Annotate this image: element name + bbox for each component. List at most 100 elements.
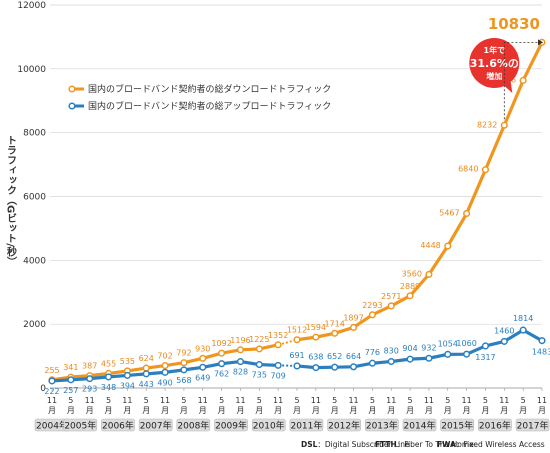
data-point (349, 323, 358, 332)
y-tick-label: 12000 (17, 1, 46, 11)
year-label: 2015年 (441, 420, 473, 432)
growth-annotation: 1年で 31.6%の増加 (469, 38, 543, 120)
data-point (255, 360, 263, 369)
data-label: 930 (195, 344, 210, 353)
year-box (515, 418, 550, 432)
x-month-unit: 月 (218, 406, 226, 415)
data-label: 932 (421, 343, 436, 352)
year-box (365, 418, 399, 432)
data-label: 348 (101, 383, 116, 392)
x-month-unit: 月 (500, 406, 508, 415)
x-month-label: 5 (332, 396, 337, 405)
data-label: 535 (120, 357, 135, 366)
data-point (481, 166, 490, 174)
footnote-text: ：Fixed Wireless Access (456, 440, 545, 449)
data-label: 691 (289, 351, 304, 360)
data-label: 341 (63, 363, 78, 372)
x-month-unit: 月 (123, 406, 131, 415)
data-point (161, 368, 169, 376)
data-label: 1512 (287, 326, 307, 335)
y-tick-label: 6000 (23, 193, 46, 203)
year-label: 2010年 (253, 420, 285, 432)
x-month-unit: 月 (142, 406, 150, 415)
x-month-unit: 月 (350, 406, 358, 415)
x-month-label: 11 (85, 396, 95, 405)
data-label: 1196 (230, 336, 250, 345)
year-box (402, 418, 437, 432)
data-label: 222 (44, 387, 59, 396)
x-month-label: 11 (424, 396, 434, 405)
annotation-bracket (503, 41, 538, 120)
data-label: 649 (195, 373, 210, 382)
data-label: 255 (44, 366, 59, 375)
data-point (293, 336, 301, 344)
data-label: 1714 (325, 319, 345, 328)
data-label: 762 (214, 370, 229, 379)
data-point (274, 341, 282, 349)
data-label: 1460 (494, 326, 514, 335)
x-month-unit: 月 (387, 406, 395, 415)
data-point (387, 302, 395, 310)
x-month-unit: 月 (67, 406, 75, 415)
footnote-item: DSL：Digital Subscriber Line (301, 440, 410, 449)
x-month-unit: 月 (86, 406, 94, 415)
legend-label: 国内のブロードバンド契約者の総ダウンロードトラフィック (88, 83, 331, 95)
x-month-label: 11 (311, 396, 321, 405)
footnote-abbr: FTTH (375, 440, 397, 449)
data-label: 2293 (362, 301, 382, 310)
data-point (500, 121, 508, 129)
data-point (406, 355, 414, 363)
x-month-label: 11 (462, 396, 472, 405)
data-label: 387 (82, 362, 97, 371)
y-tick-label: 8000 (23, 129, 46, 139)
data-label: 828 (233, 368, 248, 377)
data-label: 2571 (381, 292, 401, 301)
data-point (123, 371, 131, 379)
data-point (500, 337, 508, 345)
year-label: 2009年 (215, 420, 247, 432)
data-label: 2889 (400, 282, 420, 291)
x-month-label: 5 (483, 396, 488, 405)
data-point (104, 373, 113, 381)
x-month-label: 5 (521, 396, 526, 405)
data-label: 904 (402, 344, 417, 353)
x-month-unit: 月 (444, 406, 452, 415)
x-month-label: 11 (273, 396, 283, 405)
annotation-arrowhead (538, 39, 543, 46)
data-label: 624 (139, 354, 154, 363)
data-point (48, 377, 56, 385)
data-label: 638 (308, 353, 323, 362)
data-label: 1060 (456, 339, 476, 348)
x-month-unit: 月 (519, 406, 527, 415)
year-box (101, 418, 135, 432)
highlight-value-label: 10830 (488, 15, 540, 33)
x-month-label: 5 (144, 396, 149, 405)
year-label: 2006年 (102, 420, 134, 432)
data-point (180, 359, 188, 367)
data-point (425, 354, 433, 362)
data-point (142, 364, 150, 372)
data-point (67, 376, 75, 384)
data-point (349, 363, 358, 371)
data-point (274, 361, 282, 369)
year-box (251, 418, 286, 432)
x-month-unit: 月 (274, 406, 282, 415)
data-point (142, 370, 150, 378)
data-label: 1594 (306, 323, 326, 332)
x-month-label: 11 (122, 396, 132, 405)
x-month-unit: 月 (180, 406, 188, 415)
y-tick-label: 0 (40, 384, 46, 394)
x-month-unit: 月 (331, 406, 339, 415)
data-label: 1814 (513, 314, 533, 323)
series-gap (278, 364, 298, 367)
data-point (481, 342, 490, 350)
x-month-label: 5 (68, 396, 73, 405)
year-box (214, 418, 248, 432)
data-label: 830 (384, 347, 399, 356)
data-point (86, 375, 94, 383)
annotation-text: 31.6%の (470, 57, 519, 70)
data-point (293, 362, 301, 370)
x-month-label: 5 (294, 396, 299, 405)
